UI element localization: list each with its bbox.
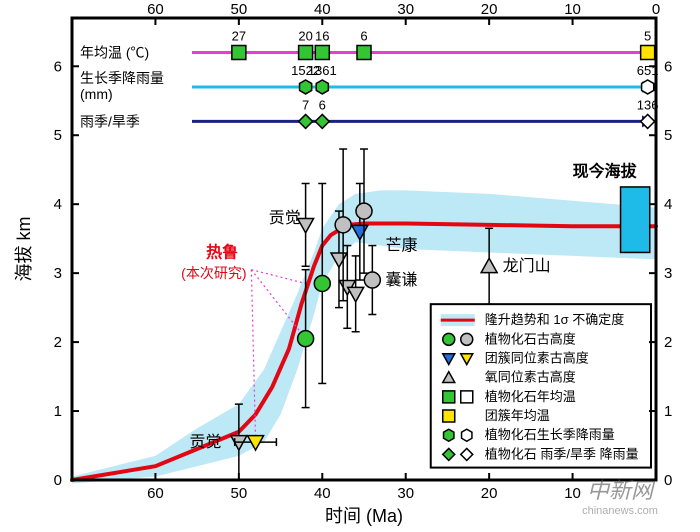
svg-text:植物化石 雨季/旱季 降雨量: 植物化石 雨季/旱季 降雨量 (485, 446, 639, 461)
svg-text:20: 20 (481, 485, 498, 502)
svg-text:4: 4 (664, 196, 672, 213)
svg-text:0: 0 (664, 472, 672, 489)
svg-text:6: 6 (360, 28, 367, 43)
svg-text:10: 10 (564, 1, 581, 18)
svg-text:6: 6 (664, 58, 672, 75)
svg-text:6: 6 (319, 97, 326, 112)
svg-text:30: 30 (397, 485, 414, 502)
svg-text:海拔 km: 海拔 km (14, 217, 34, 282)
svg-text:0: 0 (652, 1, 660, 18)
svg-text:年均温 (℃): 年均温 (℃) (80, 44, 149, 60)
svg-text:生长季降雨量: 生长季降雨量 (80, 70, 164, 86)
svg-text:60: 60 (147, 1, 164, 18)
svg-text:6: 6 (54, 58, 62, 75)
svg-text:5: 5 (54, 127, 62, 144)
svg-text:chinanews.com: chinanews.com (582, 505, 658, 517)
svg-text:现今海拔: 现今海拔 (573, 162, 638, 181)
svg-text:植物化石年均温: 植物化石年均温 (485, 389, 576, 404)
svg-text:30: 30 (397, 1, 414, 18)
svg-text:龙门山: 龙门山 (503, 257, 551, 275)
svg-text:16: 16 (315, 28, 329, 43)
svg-text:植物化石生长季降雨量: 植物化石生长季降雨量 (485, 427, 615, 442)
svg-text:40: 40 (314, 485, 331, 502)
svg-text:5: 5 (664, 127, 672, 144)
svg-text:20: 20 (298, 28, 312, 43)
svg-text:10: 10 (564, 485, 581, 502)
svg-text:7: 7 (302, 97, 309, 112)
svg-text:3: 3 (54, 265, 62, 282)
svg-text:60: 60 (147, 485, 164, 502)
svg-text:贡觉: 贡觉 (189, 433, 221, 451)
svg-text:20: 20 (481, 1, 498, 18)
svg-text:时间 (Ma): 时间 (Ma) (325, 506, 403, 526)
svg-text:40: 40 (314, 1, 331, 18)
svg-text:芒康: 芒康 (386, 237, 418, 255)
svg-text:1: 1 (664, 403, 672, 420)
svg-text:团簇年均温: 团簇年均温 (485, 408, 550, 423)
svg-text:3: 3 (664, 265, 672, 282)
svg-text:2: 2 (664, 334, 672, 351)
svg-text:隆升趋势和 1σ 不确定度: 隆升趋势和 1σ 不确定度 (485, 312, 624, 327)
svg-text:囊谦: 囊谦 (386, 271, 418, 289)
svg-text:1361: 1361 (308, 63, 337, 78)
svg-text:4: 4 (54, 196, 62, 213)
svg-text:5: 5 (644, 28, 651, 43)
svg-text:50: 50 (231, 1, 248, 18)
svg-text:植物化石古高度: 植物化石古高度 (485, 331, 576, 346)
svg-text:雨季/旱季: 雨季/旱季 (80, 113, 140, 129)
elevation-chart: 现今海拔贡觉贡觉芒康囊谦龙门山热鲁(本次研究)年均温 (℃)27201665生长… (0, 0, 700, 532)
svg-text:27: 27 (232, 28, 246, 43)
svg-text:团簇同位素古高度: 团簇同位素古高度 (485, 351, 589, 366)
svg-text:2: 2 (54, 334, 62, 351)
svg-text:(mm): (mm) (80, 86, 113, 102)
svg-text:热鲁: 热鲁 (206, 242, 238, 261)
svg-text:50: 50 (231, 485, 248, 502)
svg-text:(本次研究): (本次研究) (181, 265, 246, 281)
svg-text:1: 1 (54, 403, 62, 420)
svg-text:贡觉: 贡觉 (269, 209, 301, 227)
svg-text:中新网: 中新网 (587, 478, 656, 503)
svg-text:氧同位素古高度: 氧同位素古高度 (485, 370, 576, 385)
svg-text:0: 0 (54, 472, 62, 489)
